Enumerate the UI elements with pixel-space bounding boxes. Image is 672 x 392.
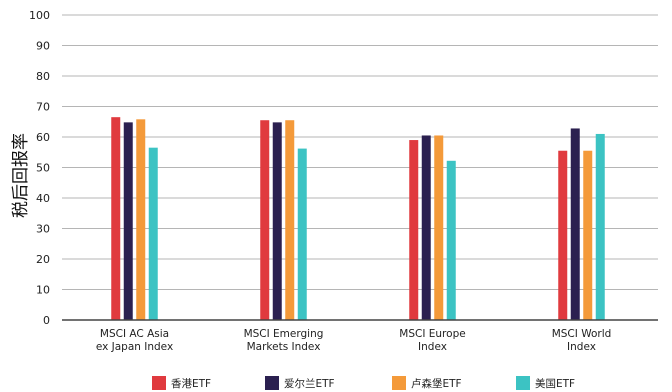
bar	[285, 120, 295, 320]
x-category-label: Index	[567, 341, 596, 353]
bar	[583, 150, 593, 320]
legend-label: 美国ETF	[535, 377, 575, 390]
x-category-label: MSCI World	[552, 328, 612, 340]
legend-label: 卢森堡ETF	[411, 377, 462, 390]
bar	[148, 147, 158, 320]
bar	[111, 117, 121, 320]
bar	[409, 140, 419, 320]
legend: 香港ETF 爱尔兰ETF 卢森堡ETF 美国ETF	[152, 376, 575, 390]
bar	[272, 122, 282, 320]
legend-label: 爱尔兰ETF	[284, 377, 335, 390]
x-category-label: Markets Index	[247, 341, 321, 353]
legend-swatch	[392, 376, 406, 390]
legend-swatch	[152, 376, 166, 390]
bar	[558, 150, 568, 320]
x-category-label: ex Japan Index	[96, 341, 173, 353]
bar	[136, 119, 146, 320]
bar	[446, 160, 456, 320]
x-category-label: Index	[418, 341, 447, 353]
legend-label: 香港ETF	[171, 378, 211, 390]
bar	[570, 128, 580, 320]
y-tick-label: 40	[36, 192, 50, 205]
bar	[123, 122, 133, 320]
bar	[260, 120, 270, 320]
y-tick-label: 50	[36, 162, 50, 175]
y-tick-label: 90	[36, 40, 50, 53]
bar	[297, 148, 307, 320]
gridlines	[62, 14, 658, 290]
y-tick-label: 0	[43, 314, 50, 327]
y-tick-label: 70	[36, 101, 50, 114]
bar	[434, 135, 444, 320]
y-tick-label: 10	[36, 284, 50, 297]
x-category-label: MSCI Europe	[399, 328, 465, 340]
y-tick-label: 20	[36, 253, 50, 266]
legend-swatch	[516, 376, 530, 390]
x-category-label: MSCI AC Asia	[100, 328, 169, 340]
y-tick-label: 80	[36, 70, 50, 83]
y-axis-ticks: 0 10 20 30 40 50 60 70 80 90 100	[29, 9, 50, 327]
y-tick-label: 30	[36, 223, 50, 236]
y-tick-label: 60	[36, 131, 50, 144]
bars	[111, 117, 605, 320]
legend-swatch	[265, 376, 279, 390]
bar	[595, 133, 605, 320]
y-axis-label: 税后回报率	[11, 133, 31, 218]
y-tick-label: 100	[29, 9, 50, 22]
x-category-label: MSCI Emerging	[244, 328, 324, 340]
bar	[421, 135, 431, 320]
